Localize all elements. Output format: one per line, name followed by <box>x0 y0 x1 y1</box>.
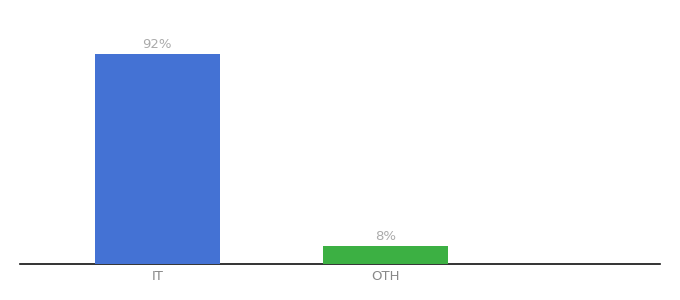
Text: 8%: 8% <box>375 230 396 243</box>
Bar <box>95 54 220 264</box>
Text: 92%: 92% <box>143 38 172 51</box>
Bar <box>323 246 448 264</box>
